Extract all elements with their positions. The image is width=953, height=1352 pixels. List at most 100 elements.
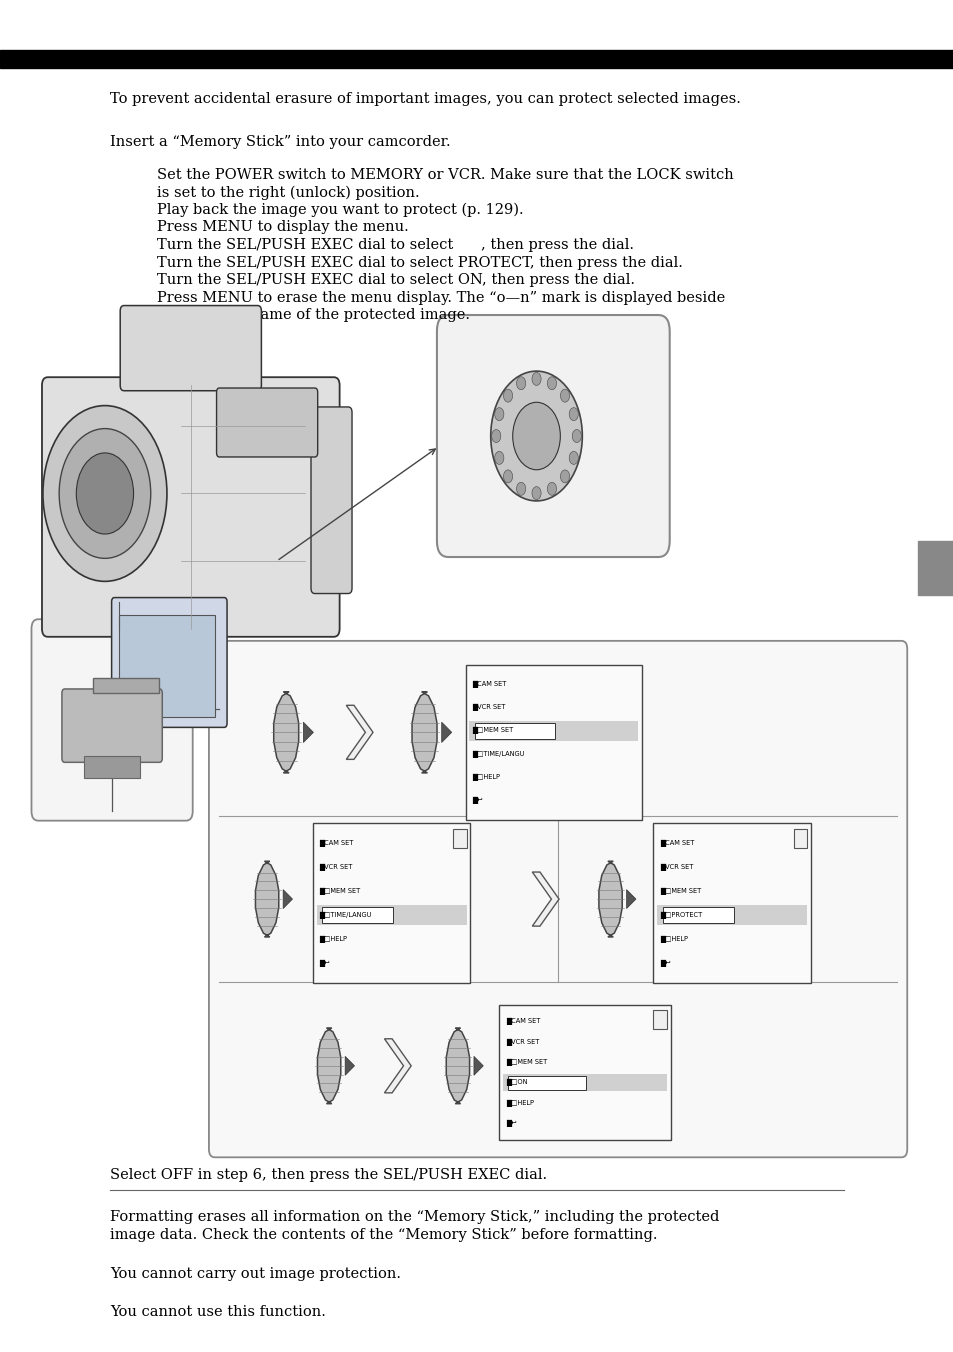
Circle shape <box>516 377 525 389</box>
Bar <box>322 907 393 923</box>
Circle shape <box>59 429 151 558</box>
Text: █□HELP: █□HELP <box>319 936 347 942</box>
Text: You cannot carry out image protection.: You cannot carry out image protection. <box>110 1267 400 1280</box>
FancyBboxPatch shape <box>311 407 352 594</box>
Bar <box>84 756 140 779</box>
Text: Press MENU to erase the menu display. The “o—n” mark is displayed beside: Press MENU to erase the menu display. Th… <box>157 291 725 304</box>
Text: █□TIME/LANGU: █□TIME/LANGU <box>472 750 524 757</box>
Text: █VCR SET: █VCR SET <box>319 864 353 871</box>
Text: █CAM SET: █CAM SET <box>319 840 354 846</box>
Text: █↩: █↩ <box>505 1119 516 1126</box>
Circle shape <box>572 430 580 442</box>
Bar <box>469 721 638 741</box>
FancyBboxPatch shape <box>120 306 261 391</box>
Circle shape <box>503 470 512 483</box>
Text: █□TIME/LANGU: █□TIME/LANGU <box>319 911 372 918</box>
Bar <box>119 615 214 717</box>
Text: █□MEM SET: █□MEM SET <box>319 888 360 895</box>
Circle shape <box>491 430 500 442</box>
Text: █CAM SET: █CAM SET <box>472 680 506 688</box>
Polygon shape <box>626 890 636 909</box>
FancyBboxPatch shape <box>31 619 193 821</box>
Text: █VCR SET: █VCR SET <box>472 704 505 711</box>
Text: █VCR SET: █VCR SET <box>505 1038 538 1045</box>
Text: is set to the right (unlock) position.: is set to the right (unlock) position. <box>157 185 419 200</box>
Circle shape <box>569 452 578 464</box>
FancyBboxPatch shape <box>209 641 906 1157</box>
Polygon shape <box>598 861 621 937</box>
Text: █□MEM SET: █□MEM SET <box>659 888 700 895</box>
Bar <box>453 829 466 848</box>
Text: █□HELP: █□HELP <box>505 1099 533 1106</box>
FancyBboxPatch shape <box>436 315 669 557</box>
Text: █↩: █↩ <box>659 960 670 967</box>
Text: █□MEM SET: █□MEM SET <box>472 727 513 734</box>
Circle shape <box>76 453 133 534</box>
Polygon shape <box>317 1028 340 1103</box>
Circle shape <box>495 452 503 464</box>
Bar <box>502 1075 666 1091</box>
Polygon shape <box>274 692 298 773</box>
Text: Turn the SEL/PUSH EXEC dial to select      , then press the dial.: Turn the SEL/PUSH EXEC dial to select , … <box>157 238 634 251</box>
Circle shape <box>43 406 167 581</box>
Polygon shape <box>532 872 558 926</box>
Text: Select OFF in step 6, then press the SEL/PUSH EXEC dial.: Select OFF in step 6, then press the SEL… <box>110 1168 546 1182</box>
Text: Press MENU to display the menu.: Press MENU to display the menu. <box>157 220 409 234</box>
Circle shape <box>547 483 556 495</box>
Circle shape <box>512 403 559 469</box>
Bar <box>0 50 953 68</box>
Text: Insert a “Memory Stick” into your camcorder.: Insert a “Memory Stick” into your camcor… <box>110 135 450 149</box>
Text: █□HELP: █□HELP <box>659 936 687 942</box>
Polygon shape <box>346 706 373 760</box>
Text: █↩: █↩ <box>472 798 482 804</box>
Polygon shape <box>345 1056 355 1075</box>
Polygon shape <box>255 861 278 937</box>
Text: █VCR SET: █VCR SET <box>659 864 693 871</box>
Text: █□HELP: █□HELP <box>472 773 499 781</box>
Circle shape <box>495 408 503 420</box>
Text: image data. Check the contents of the “Memory Stick” before formatting.: image data. Check the contents of the “M… <box>110 1228 657 1241</box>
Circle shape <box>516 483 525 495</box>
FancyBboxPatch shape <box>313 823 470 983</box>
Polygon shape <box>93 677 159 694</box>
Text: █CAM SET: █CAM SET <box>505 1018 539 1025</box>
FancyBboxPatch shape <box>465 665 641 821</box>
Circle shape <box>490 372 581 502</box>
Polygon shape <box>441 722 451 742</box>
Text: █CAM SET: █CAM SET <box>659 840 694 846</box>
Text: Turn the SEL/PUSH EXEC dial to select PROTECT, then press the dial.: Turn the SEL/PUSH EXEC dial to select PR… <box>157 256 682 269</box>
Text: Play back the image you want to protect (p. 129).: Play back the image you want to protect … <box>157 203 523 218</box>
Bar <box>316 904 466 925</box>
Circle shape <box>569 408 578 420</box>
Polygon shape <box>283 890 293 909</box>
Text: Turn the SEL/PUSH EXEC dial to select ON, then press the dial.: Turn the SEL/PUSH EXEC dial to select ON… <box>157 273 635 287</box>
Text: █↩: █↩ <box>319 960 330 967</box>
Text: Set the POWER switch to MEMORY or VCR. Make sure that the LOCK switch: Set the POWER switch to MEMORY or VCR. M… <box>157 168 734 181</box>
Polygon shape <box>474 1056 483 1075</box>
Text: To prevent accidental erasure of important images, you can protect selected imag: To prevent accidental erasure of importa… <box>110 92 740 105</box>
Bar <box>793 829 806 848</box>
FancyBboxPatch shape <box>112 598 227 727</box>
Polygon shape <box>446 1028 469 1103</box>
Polygon shape <box>412 692 436 773</box>
Bar <box>662 907 733 923</box>
Bar <box>508 1076 585 1090</box>
Text: █□PROTECT: █□PROTECT <box>659 911 701 918</box>
FancyBboxPatch shape <box>62 690 162 763</box>
Text: Formatting erases all information on the “Memory Stick,” including the protected: Formatting erases all information on the… <box>110 1210 719 1224</box>
Text: █□ON: █□ON <box>505 1079 527 1086</box>
FancyBboxPatch shape <box>42 377 339 637</box>
FancyBboxPatch shape <box>216 388 317 457</box>
Circle shape <box>559 389 569 402</box>
FancyBboxPatch shape <box>498 1005 670 1140</box>
Circle shape <box>532 372 540 385</box>
Circle shape <box>532 487 540 500</box>
Polygon shape <box>303 722 313 742</box>
Circle shape <box>559 470 569 483</box>
Circle shape <box>503 389 512 402</box>
Text: █□MEM SET: █□MEM SET <box>505 1059 546 1065</box>
Bar <box>917 541 953 595</box>
Circle shape <box>547 377 556 389</box>
Polygon shape <box>384 1038 411 1092</box>
Text: You cannot use this function.: You cannot use this function. <box>110 1305 325 1318</box>
